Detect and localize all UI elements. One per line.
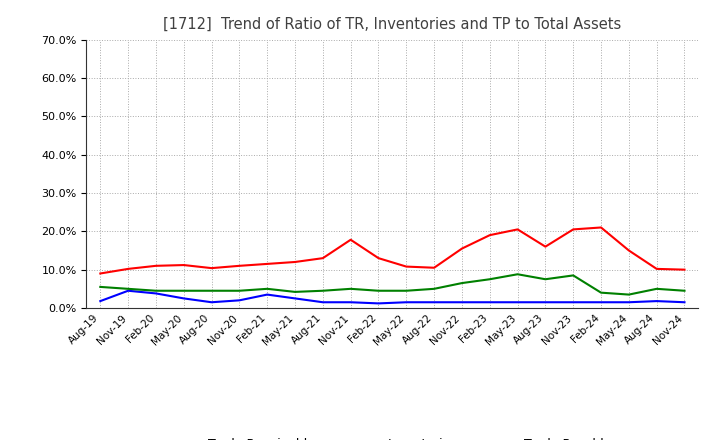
Trade Payables	[513, 271, 522, 277]
Trade Payables	[374, 288, 383, 293]
Inventories	[235, 298, 243, 303]
Trade Receivables	[124, 266, 132, 271]
Legend: Trade Receivables, Inventories, Trade Payables: Trade Receivables, Inventories, Trade Pa…	[161, 432, 624, 440]
Inventories	[291, 296, 300, 301]
Inventories	[152, 291, 161, 296]
Trade Payables	[597, 290, 606, 295]
Trade Receivables	[430, 265, 438, 270]
Inventories	[680, 300, 689, 305]
Inventories	[179, 296, 188, 301]
Trade Payables	[152, 288, 161, 293]
Trade Payables	[263, 286, 271, 291]
Trade Payables	[680, 288, 689, 293]
Trade Payables	[485, 277, 494, 282]
Inventories	[346, 300, 355, 305]
Trade Payables	[624, 292, 633, 297]
Trade Receivables	[207, 265, 216, 271]
Inventories	[458, 300, 467, 305]
Trade Receivables	[374, 256, 383, 261]
Line: Inventories: Inventories	[100, 291, 685, 304]
Inventories	[569, 300, 577, 305]
Trade Receivables	[96, 271, 104, 276]
Inventories	[541, 300, 550, 305]
Trade Receivables	[680, 267, 689, 272]
Trade Payables	[430, 286, 438, 291]
Trade Receivables	[152, 263, 161, 268]
Trade Receivables	[541, 244, 550, 249]
Inventories	[124, 288, 132, 293]
Inventories	[207, 300, 216, 305]
Inventories	[485, 300, 494, 305]
Trade Payables	[124, 286, 132, 291]
Trade Receivables	[179, 262, 188, 268]
Inventories	[513, 300, 522, 305]
Inventories	[597, 300, 606, 305]
Trade Payables	[318, 288, 327, 293]
Trade Payables	[402, 288, 410, 293]
Inventories	[430, 300, 438, 305]
Trade Receivables	[513, 227, 522, 232]
Trade Payables	[235, 288, 243, 293]
Trade Receivables	[652, 266, 661, 271]
Inventories	[652, 298, 661, 304]
Trade Payables	[291, 289, 300, 294]
Inventories	[624, 300, 633, 305]
Trade Payables	[207, 288, 216, 293]
Inventories	[318, 300, 327, 305]
Trade Payables	[458, 280, 467, 286]
Trade Receivables	[291, 259, 300, 264]
Trade Receivables	[624, 248, 633, 253]
Inventories	[402, 300, 410, 305]
Inventories	[374, 301, 383, 306]
Inventories	[96, 298, 104, 304]
Line: Trade Payables: Trade Payables	[100, 274, 685, 295]
Trade Payables	[96, 284, 104, 290]
Trade Payables	[179, 288, 188, 293]
Trade Receivables	[318, 256, 327, 261]
Trade Payables	[569, 273, 577, 278]
Trade Receivables	[485, 232, 494, 238]
Line: Trade Receivables: Trade Receivables	[100, 227, 685, 274]
Trade Receivables	[458, 246, 467, 251]
Trade Receivables	[263, 261, 271, 267]
Trade Payables	[346, 286, 355, 291]
Trade Payables	[541, 277, 550, 282]
Trade Receivables	[346, 237, 355, 242]
Trade Receivables	[597, 225, 606, 230]
Trade Receivables	[569, 227, 577, 232]
Inventories	[263, 292, 271, 297]
Trade Receivables	[235, 263, 243, 268]
Trade Receivables	[402, 264, 410, 269]
Title: [1712]  Trend of Ratio of TR, Inventories and TP to Total Assets: [1712] Trend of Ratio of TR, Inventories…	[163, 16, 621, 32]
Trade Payables	[652, 286, 661, 291]
